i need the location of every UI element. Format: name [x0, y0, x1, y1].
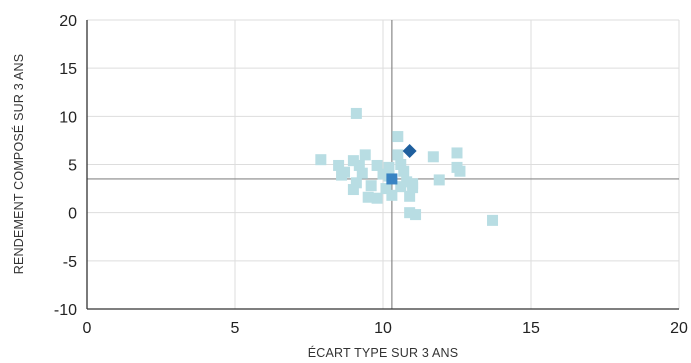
x-tick-label: 5	[231, 320, 240, 337]
peer-point	[398, 165, 410, 177]
peer-point	[451, 147, 463, 159]
x-tick-label: 15	[522, 320, 540, 337]
peer-point	[365, 180, 377, 192]
grid	[86, 19, 680, 310]
peer-point	[386, 189, 398, 201]
peer-point	[410, 209, 422, 221]
peer-point	[336, 169, 348, 181]
peer-point	[487, 214, 499, 226]
x-tick-label: 10	[374, 320, 392, 337]
y-tick-label: -5	[63, 254, 77, 271]
peer-point	[356, 167, 368, 179]
peer-point	[404, 190, 416, 202]
tick-labels: 0 5 10 15 20 -10 -5 0 5 10 15 20	[54, 13, 688, 337]
peer-point	[359, 149, 371, 161]
y-tick-label: 10	[59, 109, 77, 126]
peer-point	[347, 184, 359, 196]
peer-point	[383, 161, 395, 173]
peer-point	[401, 176, 413, 188]
y-tick-label: -10	[54, 302, 77, 319]
peer-point	[353, 159, 365, 171]
x-tick-label: 20	[670, 320, 688, 337]
x-axis-label: ÉCART TYPE SUR 3 ANS	[308, 345, 459, 360]
peer-point	[315, 154, 327, 166]
peer-point	[395, 181, 407, 193]
median-point	[386, 173, 398, 185]
peer-point	[395, 159, 407, 170]
peer-point	[392, 131, 404, 143]
y-tick-label: 20	[59, 13, 77, 30]
peer-point	[380, 183, 392, 195]
peer-point	[404, 207, 416, 219]
peer-point	[454, 165, 466, 177]
peer-point	[333, 159, 345, 171]
y-tick-label: 15	[59, 61, 77, 78]
peer-point	[362, 191, 374, 203]
y-axis-label: RENDEMENT COMPOSÉ SUR 3 ANS	[11, 54, 26, 275]
y-tick-label: 5	[68, 158, 77, 175]
y-tick-label: 0	[68, 206, 77, 223]
axes	[86, 20, 679, 310]
peer-point	[371, 159, 383, 171]
highlight-point	[402, 144, 417, 159]
peer-point	[371, 192, 383, 204]
peer-point	[433, 174, 445, 186]
peer-point	[350, 107, 362, 119]
peer-point	[427, 151, 439, 163]
x-tick-label: 0	[83, 320, 92, 337]
peer-point	[407, 182, 419, 194]
data-points	[315, 107, 499, 226]
peer-point	[392, 149, 404, 161]
peer-point	[377, 168, 389, 180]
peer-point	[347, 155, 359, 167]
peer-point	[350, 177, 362, 189]
